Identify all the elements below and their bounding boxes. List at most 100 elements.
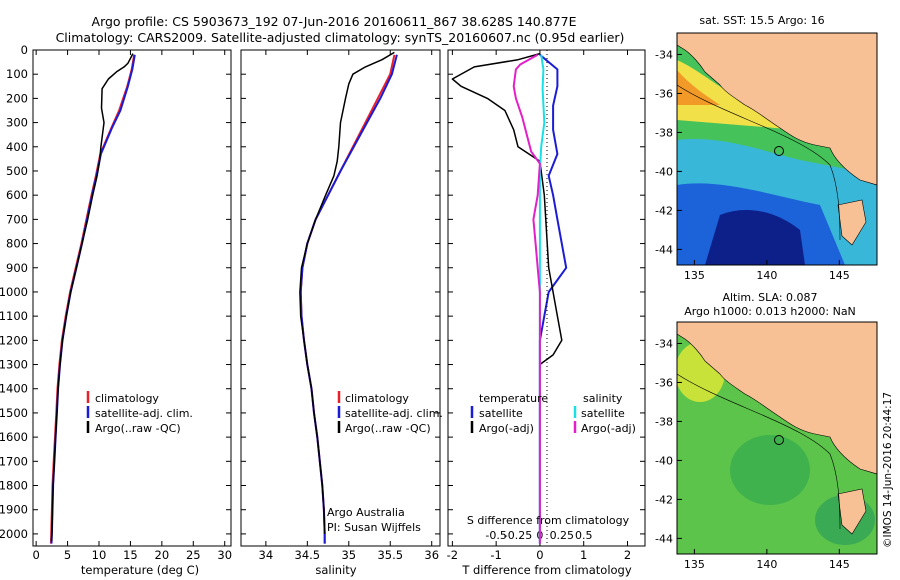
map-lat-tick-label: -36: [655, 87, 673, 100]
sst-coldest-water: [705, 210, 805, 265]
sla-map-frame: [676, 321, 878, 555]
sst-shelf-contour: [677, 84, 841, 241]
depth-tick-label: 600: [6, 188, 28, 202]
legend-label-temp-argo: Argo(-adj): [479, 422, 534, 435]
sst-map-frame: [676, 32, 878, 266]
difference-xlabel: T difference from climatology: [461, 563, 632, 577]
imos-watermark: ©IMOS 14-Jun-2016 20:44:17: [882, 392, 894, 548]
sst-warmest-water: [677, 70, 720, 105]
map-lat-tick-label: -42: [655, 204, 673, 217]
map-lon-tick-label: 135: [684, 269, 705, 282]
difference-x-tick-label: 2: [624, 548, 631, 562]
depth-axis: 0 100 200 300 400 500 600 700 800 900 1000 1100 1200…: [0, 43, 645, 541]
difference-series-temperature-satellite: [538, 54, 568, 544]
map-lat-tick-label: -40: [655, 454, 673, 467]
temperature-x-tick-label: 15: [123, 548, 138, 562]
depth-tick-label: 200: [6, 91, 28, 105]
sla-low-patch: [730, 435, 810, 505]
salinity-x-tick-label: 34: [259, 548, 274, 562]
temperature-x-tick-label: 0: [32, 548, 39, 562]
legend-label-climatology: climatology: [345, 392, 409, 405]
map-lat-tick-label: -44: [655, 243, 673, 256]
depth-tick-label: 1900: [0, 503, 28, 517]
depth-tick-label: 1600: [0, 430, 28, 444]
map-lat-tick-label: -38: [655, 126, 673, 139]
sst-map-title: sat. SST: 15.5 Argo: 16: [699, 14, 824, 27]
credit-line2: PI: Susan Wijffels: [327, 521, 421, 534]
sla-tasmania: [837, 488, 867, 535]
salinity-legend: climatology satellite-adj. clim. Argo(..…: [327, 391, 443, 534]
salinity-xlabel: salinity: [315, 563, 356, 577]
salinity-x-tick-label: 35.5: [377, 548, 403, 562]
salinity-x-tick-label: 35: [341, 548, 356, 562]
temperature-x-tick-label: 30: [217, 548, 232, 562]
salinity-series-argo-raw-qc: [299, 51, 395, 534]
difference-top-tick-label: -0.5: [485, 529, 506, 542]
temperature-x-tick-label: 20: [155, 548, 170, 562]
temperature-legend: climatology satellite-adj. clim. Argo(..…: [86, 391, 193, 435]
difference-top-label: S difference from climatology: [467, 514, 630, 527]
figure-title-line1: Argo profile: CS 5903673_192 07-Jun-2016…: [92, 14, 577, 29]
difference-top-tick-label: -0.25: [504, 529, 532, 542]
legend-label-climatology: climatology: [95, 392, 159, 405]
argo-float-marker: [774, 146, 784, 156]
temperature-series-argo-raw-qc: [50, 53, 134, 542]
x-axes: 0 5 10 15 20 25 30 34 34.5 35 35.5 36 -2 -1 0 1 2 -0.5-0.…: [32, 50, 631, 562]
depth-tick-label: 2000: [0, 527, 28, 541]
sst-warm-water: [677, 60, 800, 130]
depth-tick-label: 900: [6, 261, 28, 275]
depth-tick-label: 100: [6, 67, 28, 81]
sst-map: sat. SST: 15.5 Argo: 16: [676, 14, 878, 266]
map-lat-tick-label: -38: [655, 415, 673, 428]
sla-map: Altim. SLA: 0.087 Argo h1000: 0.013 h200…: [676, 291, 878, 555]
sst-land: [677, 33, 877, 186]
salinity-series: [299, 51, 398, 544]
map-lat-tick-label: -40: [655, 165, 673, 178]
map-lon-tick-label: 140: [756, 269, 777, 282]
difference-x-tick-label: 1: [580, 548, 587, 562]
depth-tick-label: 800: [6, 237, 28, 251]
temperature-series: [49, 53, 136, 544]
map-lat-tick-label: -34: [655, 48, 673, 61]
map-lat-tick-label: -34: [655, 337, 673, 350]
legend-label-satellite: satellite-adj. clim.: [345, 407, 443, 420]
depth-tick-label: 700: [6, 212, 28, 226]
figure-title-line2: Climatology: CARS2009. Satellite-adjuste…: [56, 30, 625, 45]
credit-line1: Argo Australia: [327, 506, 405, 519]
difference-x-tick-label: 0: [536, 548, 543, 562]
depth-tick-label: 400: [6, 140, 28, 154]
difference-x-tick-label: -2: [447, 548, 458, 562]
depth-tick-label: 1500: [0, 406, 28, 420]
sla-map-title1: Altim. SLA: 0.087: [722, 291, 817, 304]
depth-tick-label: 1100: [0, 309, 28, 323]
map-lat-tick-label: -42: [655, 493, 673, 506]
difference-legend: temperature salinity satellite Argo(-adj…: [470, 392, 636, 435]
temperature-x-tick-label: 25: [186, 548, 201, 562]
depth-tick-label: 0: [21, 43, 28, 57]
depth-tick-label: 1000: [0, 285, 28, 299]
legend-title-temperature: temperature: [479, 392, 548, 405]
salinity-series-climatology: [299, 54, 396, 544]
temperature-series-satellite-adj-clim: [50, 54, 136, 544]
difference-series-temperature-argo-adj: [451, 52, 563, 544]
salinity-plot-frame: [240, 49, 441, 547]
argo-float-marker: [774, 435, 784, 445]
depth-tick-label: 1400: [0, 382, 28, 396]
map-lat-tick-label: -44: [655, 532, 673, 545]
difference-top-tick-label: 0.5: [575, 529, 593, 542]
legend-label-satellite: satellite-adj. clim.: [95, 407, 193, 420]
temperature-x-tick-label: 10: [92, 548, 107, 562]
map-lat-tick-label: -36: [655, 376, 673, 389]
salinity-series-satellite-adj-clim: [299, 54, 398, 544]
difference-top-tick-label: 0.25: [550, 529, 575, 542]
map-axes: -34 -36 -38 -40 -42 -44 135 140 145 -34 -36 -38 -40 -…: [655, 48, 850, 571]
depth-tick-label: 500: [6, 164, 28, 178]
temperature-plot-frame: [32, 49, 232, 547]
depth-tick-label: 1200: [0, 333, 28, 347]
legend-label-temp-satellite: satellite: [479, 407, 523, 420]
temperature-x-tick-label: 5: [64, 548, 71, 562]
difference-x-tick-label: -1: [490, 548, 501, 562]
legend-label-sal-satellite: satellite: [581, 407, 625, 420]
depth-tick-label: 1800: [0, 479, 28, 493]
